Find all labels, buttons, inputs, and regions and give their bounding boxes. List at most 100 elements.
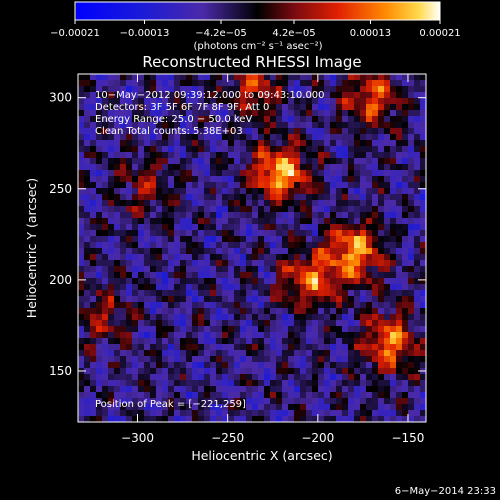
heatmap-pixel	[132, 398, 139, 405]
heatmap-pixel	[150, 122, 157, 129]
heatmap-pixel	[336, 140, 343, 147]
heatmap-pixel	[192, 416, 199, 422]
heatmap-pixel	[150, 194, 157, 201]
heatmap-pixel	[384, 152, 391, 159]
heatmap-pixel	[270, 122, 277, 129]
heatmap-pixel	[324, 260, 331, 267]
heatmap-pixel	[294, 188, 301, 195]
heatmap-pixel	[102, 194, 109, 201]
heatmap-pixel	[114, 320, 121, 327]
heatmap-pixel	[84, 122, 91, 129]
heatmap-pixel	[90, 254, 97, 261]
heatmap-pixel	[156, 122, 163, 129]
heatmap-pixel	[402, 266, 409, 273]
heatmap-pixel	[150, 218, 157, 225]
heatmap-pixel	[168, 218, 175, 225]
heatmap-pixel	[414, 86, 421, 93]
heatmap-pixel	[210, 386, 217, 393]
heatmap-pixel	[246, 170, 253, 177]
heatmap-pixel	[384, 104, 391, 111]
heatmap-pixel	[90, 260, 97, 267]
heatmap-pixel	[270, 218, 277, 225]
heatmap-pixel	[204, 134, 211, 141]
heatmap-pixel	[402, 110, 409, 117]
heatmap-pixel	[402, 404, 409, 411]
heatmap-pixel	[294, 404, 301, 411]
heatmap-pixel	[288, 170, 295, 177]
heatmap-pixel	[186, 212, 193, 219]
heatmap-pixel	[306, 236, 313, 243]
heatmap-pixel	[234, 122, 241, 129]
heatmap-pixel	[402, 140, 409, 147]
heatmap-pixel	[348, 170, 355, 177]
heatmap-pixel	[408, 74, 415, 81]
heatmap-pixel	[282, 254, 289, 261]
heatmap-pixel	[330, 308, 337, 315]
heatmap-pixel	[102, 158, 109, 165]
heatmap-pixel	[162, 308, 169, 315]
heatmap-pixel	[78, 158, 85, 165]
heatmap-pixel	[396, 176, 403, 183]
heatmap-pixel	[294, 398, 301, 405]
heatmap-pixel	[186, 398, 193, 405]
heatmap-pixel	[264, 152, 271, 159]
heatmap-pixel	[246, 122, 253, 129]
heatmap-pixel	[204, 278, 211, 285]
heatmap-pixel	[204, 266, 211, 273]
heatmap-pixel	[390, 398, 397, 405]
heatmap-pixel	[210, 176, 217, 183]
heatmap-pixel	[402, 164, 409, 171]
heatmap-pixel	[312, 158, 319, 165]
heatmap-pixel	[396, 128, 403, 135]
heatmap-pixel	[390, 344, 397, 351]
heatmap-pixel	[156, 92, 163, 99]
heatmap-pixel	[264, 80, 271, 87]
heatmap-pixel	[282, 176, 289, 183]
heatmap-pixel	[240, 116, 247, 123]
heatmap-pixel	[204, 116, 211, 123]
heatmap-pixel	[120, 104, 127, 111]
heatmap-pixel	[300, 200, 307, 207]
heatmap-pixel	[222, 404, 229, 411]
heatmap-pixel	[96, 284, 103, 291]
heatmap-pixel	[330, 368, 337, 375]
heatmap-pixel	[198, 296, 205, 303]
heatmap-pixel	[114, 92, 121, 99]
heatmap-pixel	[384, 272, 391, 279]
heatmap-pixel	[252, 344, 259, 351]
heatmap-pixel	[396, 368, 403, 375]
heatmap-pixel	[396, 344, 403, 351]
heatmap-pixel	[108, 134, 115, 141]
heatmap-pixel	[150, 80, 157, 87]
heatmap-pixel	[180, 194, 187, 201]
heatmap-pixel	[306, 320, 313, 327]
heatmap-pixel	[300, 338, 307, 345]
heatmap-pixel	[168, 206, 175, 213]
heatmap-pixel	[258, 374, 265, 381]
heatmap-pixel	[342, 290, 349, 297]
heatmap-pixel	[222, 224, 229, 231]
x-tick-label: −250	[211, 431, 244, 445]
heatmap-pixel	[90, 80, 97, 87]
heatmap-pixel	[330, 218, 337, 225]
heatmap-pixel	[240, 122, 247, 129]
heatmap-pixel	[366, 350, 373, 357]
heatmap-pixel	[126, 290, 133, 297]
heatmap-pixel	[216, 380, 223, 387]
heatmap-pixel	[270, 386, 277, 393]
heatmap-pixel	[390, 260, 397, 267]
heatmap-pixel	[126, 230, 133, 237]
heatmap-pixel	[420, 296, 426, 303]
heatmap-pixel	[402, 242, 409, 249]
heatmap-pixel	[408, 392, 415, 399]
heatmap-pixel	[90, 110, 97, 117]
heatmap-pixel	[144, 356, 151, 363]
heatmap-pixel	[108, 344, 115, 351]
heatmap-pixel	[354, 140, 361, 147]
heatmap-pixel	[420, 212, 426, 219]
heatmap-pixel	[318, 398, 325, 405]
heatmap-pixel	[312, 380, 319, 387]
heatmap-pixel	[162, 98, 169, 105]
heatmap-pixel	[384, 122, 391, 129]
heatmap-pixel	[300, 104, 307, 111]
